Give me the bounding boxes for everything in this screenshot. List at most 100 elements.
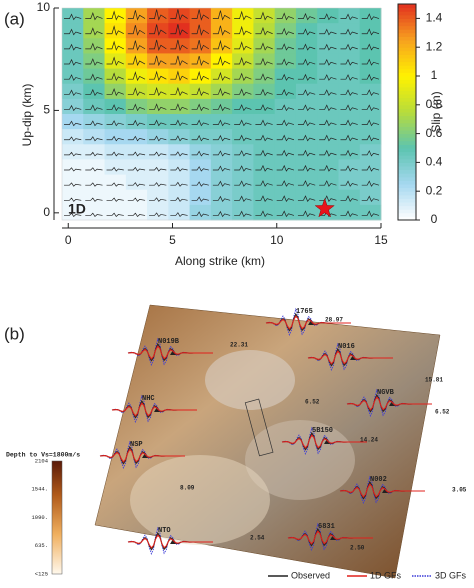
- model-label: 1D: [68, 201, 86, 217]
- colorbar-step: [398, 108, 416, 113]
- slip-cell: [62, 204, 84, 221]
- slip-cell: [125, 189, 148, 206]
- waveform: [255, 134, 273, 142]
- waveform: [170, 70, 188, 82]
- waveform: [297, 104, 316, 112]
- colorbar-step: [398, 202, 416, 207]
- slip-cell: [62, 174, 84, 191]
- slip-cell: [104, 144, 127, 160]
- waveform: [340, 134, 358, 142]
- waveform: [64, 212, 82, 217]
- waveform: [319, 119, 337, 127]
- waveform: [361, 119, 380, 127]
- waveform: [212, 180, 231, 187]
- waveform: [340, 58, 358, 66]
- legend-label: 3D GFs: [435, 570, 467, 580]
- waveform: [234, 104, 252, 112]
- colorbar-step: [398, 148, 416, 153]
- slip-cell: [232, 68, 254, 85]
- waveform: [170, 166, 188, 172]
- slip-cell: [62, 83, 84, 100]
- slip-cell: [168, 204, 190, 221]
- waveform: [361, 28, 380, 36]
- slip-cell: [83, 159, 105, 175]
- colorbar-step: [398, 65, 416, 70]
- colorbar-step: [398, 112, 416, 117]
- colorbar-step: [398, 180, 416, 185]
- slip-cell: [295, 53, 318, 69]
- slip-cell: [189, 144, 212, 160]
- slip-cell: [274, 98, 297, 115]
- slip-cell: [232, 144, 254, 160]
- colorbar-step: [398, 176, 416, 181]
- peak-amplitude: 28.97: [325, 317, 343, 324]
- waveform: [212, 55, 231, 66]
- colorbar-step: [398, 14, 416, 19]
- waveform: [276, 149, 295, 157]
- slip-cell: [338, 8, 361, 24]
- colorbar-step: [398, 104, 416, 109]
- slip-cell: [125, 204, 148, 221]
- waveform: [64, 74, 82, 81]
- slip-cell: [62, 98, 84, 115]
- peak-amplitude: 6.52: [305, 399, 320, 406]
- waveform: [319, 74, 337, 81]
- slip-cell: [104, 159, 127, 175]
- slip-cell: [168, 144, 190, 160]
- waveform: [319, 149, 337, 157]
- waveform: [64, 197, 82, 202]
- waveform: [361, 150, 380, 157]
- colorbar-step: [398, 212, 416, 217]
- waveform: [106, 40, 124, 51]
- waveform: [106, 56, 124, 66]
- waveform: [234, 72, 252, 81]
- colorbar-step: [398, 119, 416, 124]
- colorbar-step: [398, 101, 416, 106]
- waveform: [255, 210, 273, 218]
- station-marker: [389, 401, 395, 406]
- colorbar-tick-label: 1.2: [426, 39, 443, 53]
- waveform: [149, 166, 167, 172]
- waveform: [191, 103, 209, 112]
- waveform: [64, 43, 82, 51]
- waveform: [319, 43, 337, 51]
- colorbar-step: [398, 126, 416, 131]
- colorbar-step: [398, 29, 416, 34]
- slip-cell: [338, 144, 361, 160]
- waveform: [276, 88, 295, 97]
- colorbar-step: [398, 36, 416, 41]
- slip-cell: [359, 159, 382, 175]
- waveform: [361, 210, 380, 218]
- slip-cell: [359, 68, 382, 85]
- slip-cell: [125, 98, 148, 115]
- waveform: [106, 212, 124, 217]
- colorbar-step: [398, 18, 416, 23]
- waveform: [191, 166, 209, 172]
- station-marker: [170, 539, 176, 544]
- waveform: [319, 180, 337, 187]
- panel-label: (b): [4, 324, 25, 343]
- station-name: N016: [338, 343, 355, 351]
- depth-colorbar-label: 2104: [35, 457, 49, 464]
- slip-cell: [83, 23, 105, 39]
- waveform: [255, 26, 273, 36]
- waveform: [307, 350, 393, 365]
- slip-cell: [359, 144, 382, 160]
- waveform: [297, 43, 316, 51]
- slip-cell: [317, 38, 339, 54]
- waveform: [319, 134, 337, 142]
- waveform: [234, 134, 252, 142]
- waveform: [361, 104, 380, 112]
- slip-cell: [317, 53, 339, 69]
- waveform: [149, 55, 167, 67]
- waveform: [212, 210, 231, 218]
- peak-amplitude: 2.54: [250, 535, 265, 542]
- slip-cell: [274, 159, 297, 175]
- slip-cell: [295, 38, 318, 54]
- slip-cell: [210, 114, 233, 130]
- colorbar-step: [398, 155, 416, 160]
- slip-cell: [147, 204, 169, 221]
- waveform: [340, 195, 358, 203]
- colorbar-step: [398, 209, 416, 214]
- station-name: 1765: [296, 308, 313, 316]
